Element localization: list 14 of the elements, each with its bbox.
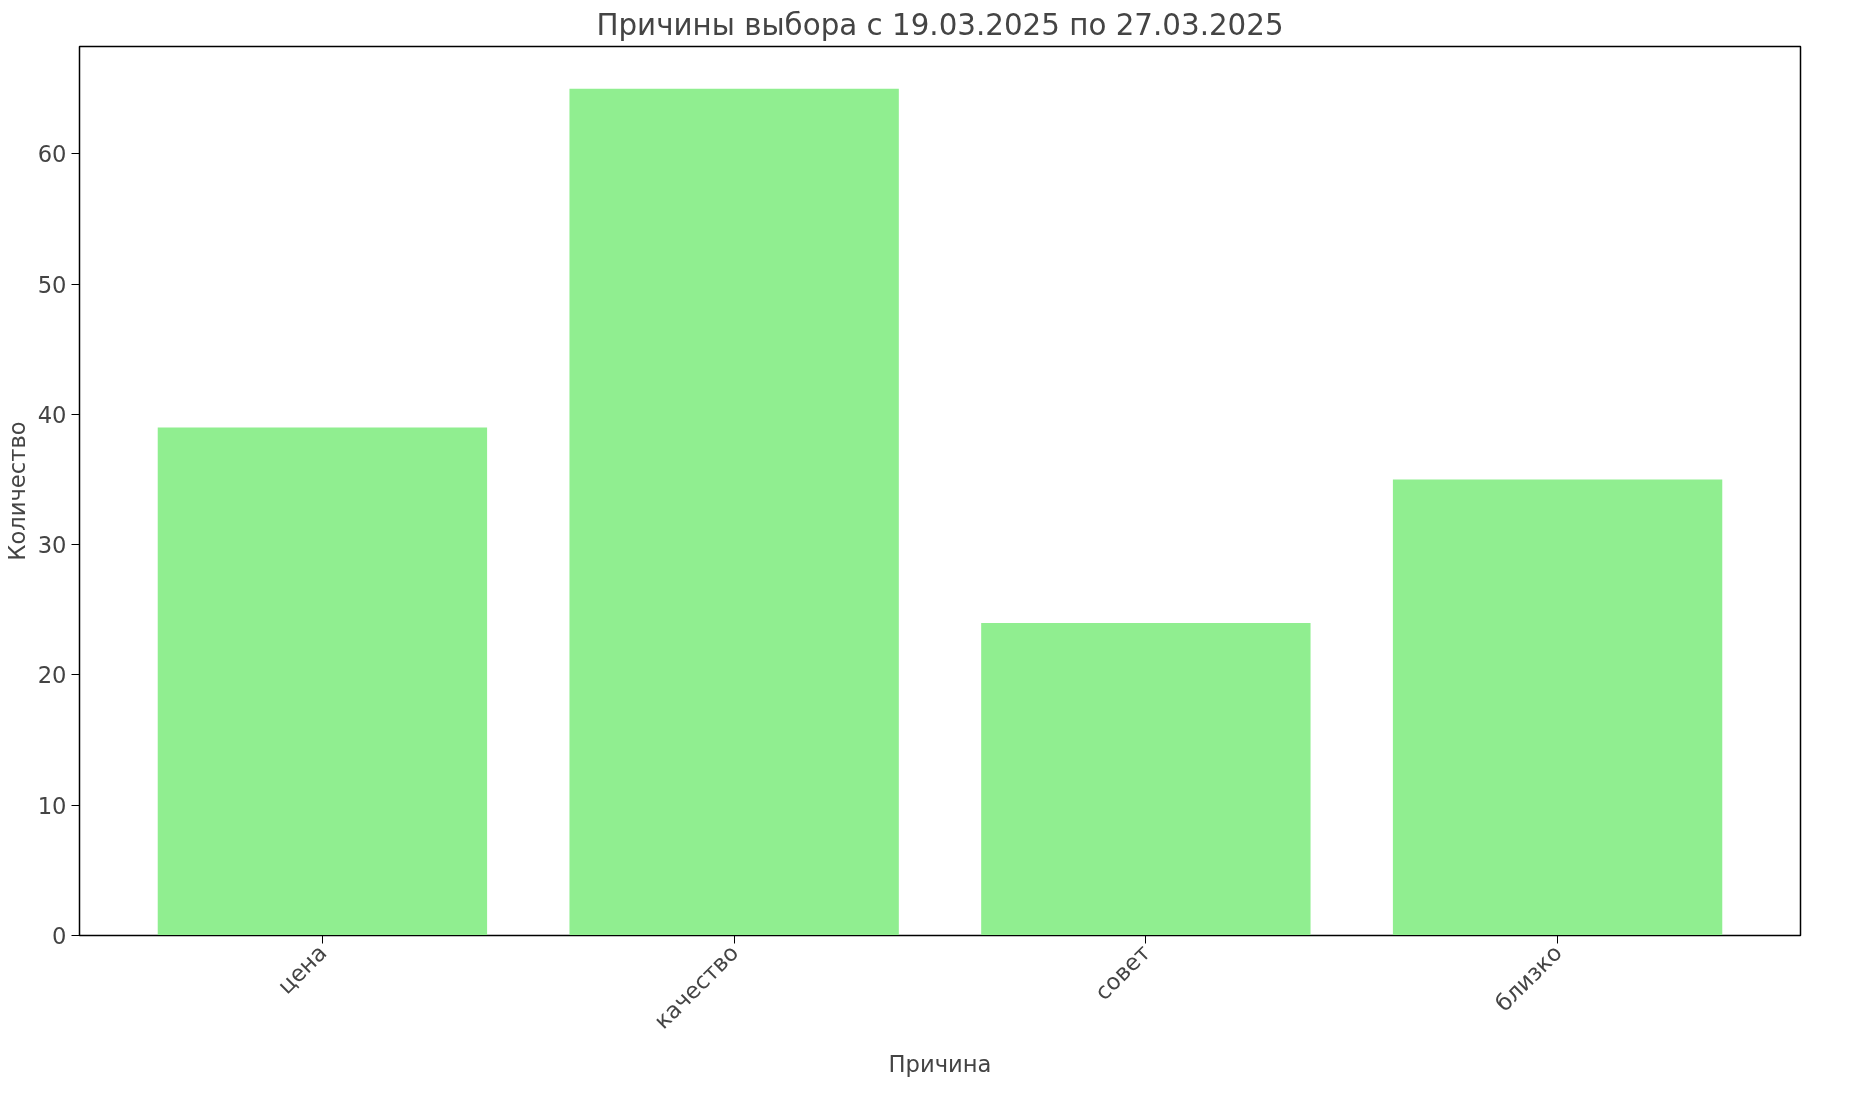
y-tick-label: 60 [37, 141, 67, 168]
y-tick-label: 50 [37, 271, 67, 298]
chart-title: Причины выбора с 19.03.2025 по 27.03.2025 [596, 7, 1284, 42]
bar [569, 88, 899, 936]
bar [157, 427, 488, 936]
y-tick-label: 40 [37, 401, 67, 428]
y-tick-label: 30 [37, 532, 67, 559]
x-axis-title: Причина [888, 1051, 992, 1078]
y-axis-title: Количество [3, 421, 30, 561]
y-tick-label: 10 [37, 792, 67, 819]
bar [1392, 479, 1723, 936]
y-tick-label: 20 [37, 662, 67, 689]
y-tick-label: 0 [52, 923, 67, 949]
bar [981, 622, 1311, 936]
